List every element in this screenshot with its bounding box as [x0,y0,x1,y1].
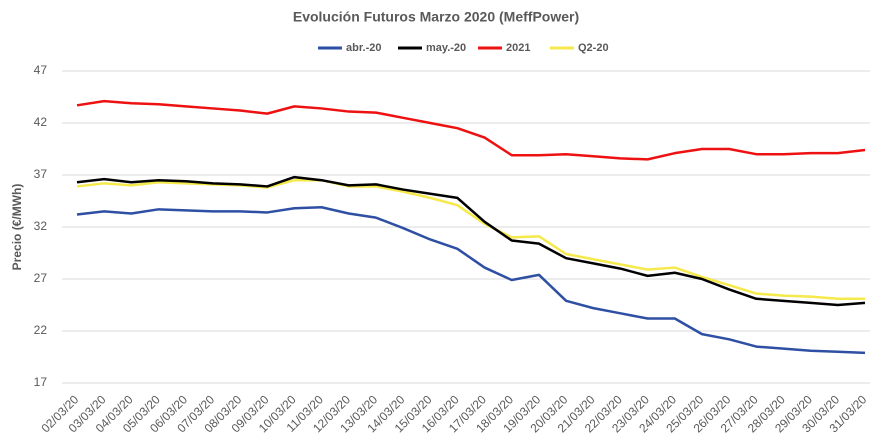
series-line [76,178,865,301]
y-tick-label: 22 [34,323,48,337]
y-tick-label: 37 [34,167,48,181]
legend-label: Q2-20 [578,42,609,54]
legend-label: may.-20 [426,42,466,54]
legend-label: 2021 [506,42,530,54]
chart-title: Evolución Futuros Marzo 2020 (MeffPower) [293,9,579,25]
y-tick-label: 42 [34,115,48,129]
y-axis-title: Precio (€/MWh) [10,184,24,271]
series-line [76,205,866,355]
y-tick-label: 47 [34,63,48,77]
series-line [76,99,866,161]
series-line [76,175,866,307]
y-tick-label: 27 [34,271,48,285]
y-tick-label: 17 [34,375,48,389]
legend-label: abr.-20 [346,42,381,54]
y-tick-label: 32 [34,219,48,233]
